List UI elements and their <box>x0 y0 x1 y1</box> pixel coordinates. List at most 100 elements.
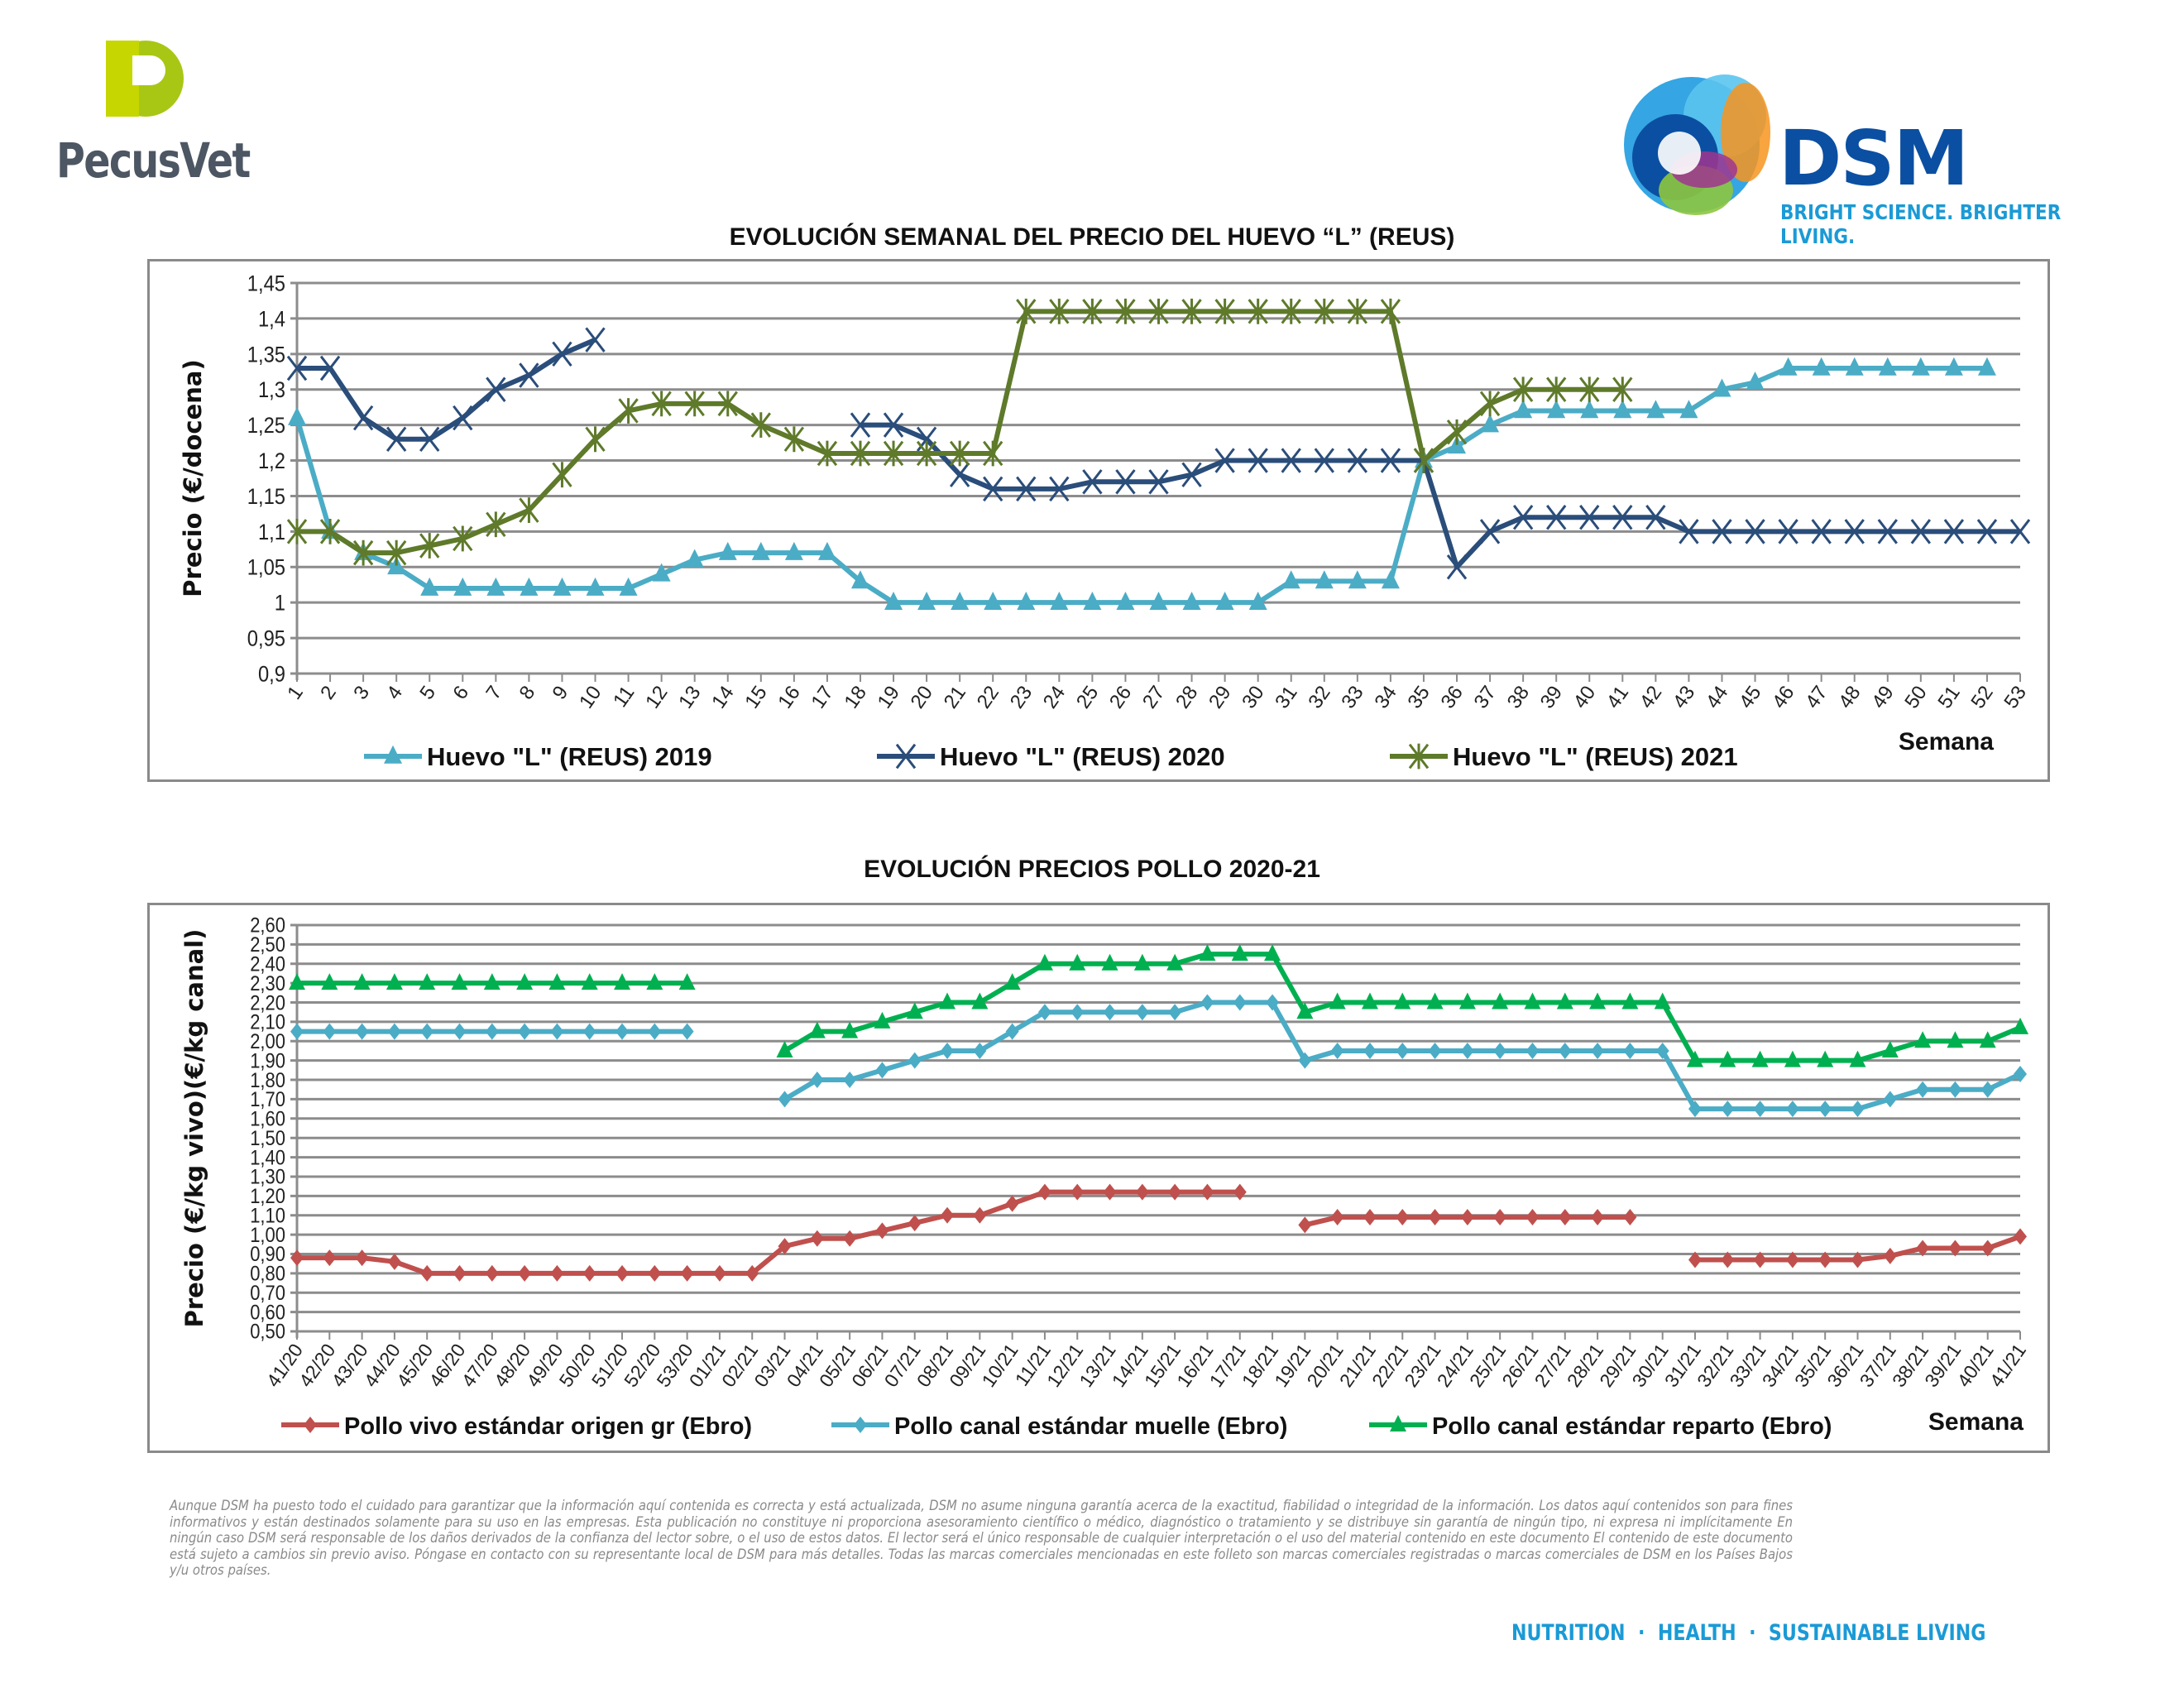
data-point <box>1248 298 1268 324</box>
y-tick-label: 0,60 <box>250 1301 285 1324</box>
chart1-frame <box>147 259 2050 782</box>
chart2-title: EVOLUCIÓN PRECIOS POLLO 2020-21 <box>864 856 1320 883</box>
y-tick-label: 1,25 <box>247 414 285 439</box>
data-point <box>1948 1081 1962 1098</box>
data-point <box>518 1264 532 1282</box>
y-axis-title: Precio (€/docena) <box>179 359 207 597</box>
data-point <box>808 1021 826 1038</box>
data-point <box>453 1023 467 1040</box>
y-tick-label: 1,30 <box>250 1165 285 1188</box>
data-point <box>1817 1050 1834 1067</box>
data-point <box>646 973 663 990</box>
data-point <box>355 1023 369 1040</box>
series-line <box>297 337 2020 570</box>
data-point <box>1049 298 1070 324</box>
data-point <box>1281 298 1301 324</box>
data-point <box>1719 1050 1736 1067</box>
data-point <box>1746 371 1765 390</box>
data-point <box>712 1264 726 1282</box>
data-point <box>1686 1050 1703 1067</box>
data-point <box>1330 1209 1344 1226</box>
x-tick-label: 41/21 <box>1985 1340 2030 1391</box>
data-point <box>1613 400 1632 419</box>
data-point <box>1082 298 1103 324</box>
legend-marker <box>304 1417 317 1433</box>
data-point <box>1005 1195 1019 1212</box>
data-point <box>1103 1183 1117 1201</box>
data-point <box>1849 1050 1866 1067</box>
y-tick-label: 1,45 <box>247 271 285 296</box>
data-point <box>1883 1247 1897 1264</box>
y-tick-label: 1,50 <box>250 1127 285 1150</box>
data-point <box>1036 953 1053 971</box>
data-point <box>1851 1101 1865 1118</box>
data-point <box>1492 992 1509 1009</box>
data-point <box>453 1264 467 1282</box>
data-point <box>1003 973 1021 990</box>
y-tick-label: 2,50 <box>250 933 285 957</box>
data-point <box>321 973 338 990</box>
data-point <box>1546 504 1567 530</box>
data-point <box>1329 992 1346 1009</box>
y-tick-label: 1,05 <box>247 555 285 580</box>
data-point <box>1883 1091 1897 1108</box>
data-point <box>1589 992 1607 1009</box>
data-point <box>1133 953 1151 971</box>
data-point <box>1612 376 1633 403</box>
data-point <box>1591 1042 1605 1059</box>
data-point <box>352 405 374 431</box>
y-tick-label: 2,40 <box>250 952 285 976</box>
y-tick-label: 0,95 <box>247 626 285 651</box>
data-point <box>550 1264 564 1282</box>
data-point <box>485 1264 499 1282</box>
data-point <box>483 973 500 990</box>
data-point <box>1916 1240 1930 1257</box>
data-point <box>552 341 572 367</box>
data-point <box>1115 469 1136 495</box>
data-point <box>581 973 598 990</box>
data-point <box>419 426 440 453</box>
data-point <box>1381 570 1400 589</box>
data-point <box>1214 298 1235 324</box>
data-point <box>1721 1251 1735 1268</box>
data-point <box>1556 992 1573 1009</box>
data-point <box>1149 591 1168 610</box>
data-point <box>1818 1101 1832 1118</box>
y-tick-label: 2,10 <box>250 1010 285 1033</box>
data-point <box>1298 1052 1312 1069</box>
data-point <box>518 1023 532 1040</box>
y-tick-label: 0,50 <box>250 1320 285 1343</box>
data-point <box>939 992 956 1009</box>
y-tick-label: 0,80 <box>250 1262 285 1285</box>
data-point <box>319 355 341 381</box>
y-tick-label: 1,80 <box>250 1069 285 1092</box>
data-point <box>486 577 505 596</box>
data-point <box>1428 1042 1442 1059</box>
data-point <box>810 1072 824 1089</box>
pecusvet-logo-p <box>132 55 165 85</box>
data-point <box>387 1023 401 1040</box>
data-point <box>1135 1004 1149 1021</box>
data-point <box>1512 376 1534 403</box>
data-point <box>1231 944 1248 961</box>
data-point <box>319 518 341 544</box>
data-point <box>817 541 836 560</box>
data-point <box>850 440 871 467</box>
data-point <box>1116 591 1135 610</box>
data-point <box>1181 298 1202 324</box>
data-point <box>288 406 306 425</box>
series-line <box>297 952 2022 1063</box>
data-point <box>678 973 696 990</box>
data-point <box>751 541 770 560</box>
data-point <box>585 327 606 352</box>
legend-marker <box>384 745 402 764</box>
data-point <box>1103 1004 1117 1021</box>
data-point <box>1591 1209 1605 1226</box>
data-point <box>1363 1209 1377 1226</box>
data-point <box>352 539 374 566</box>
data-point <box>1428 1209 1442 1226</box>
data-point <box>1751 1050 1769 1067</box>
data-point <box>1623 1042 1637 1059</box>
y-tick-label: 1 <box>275 591 285 616</box>
